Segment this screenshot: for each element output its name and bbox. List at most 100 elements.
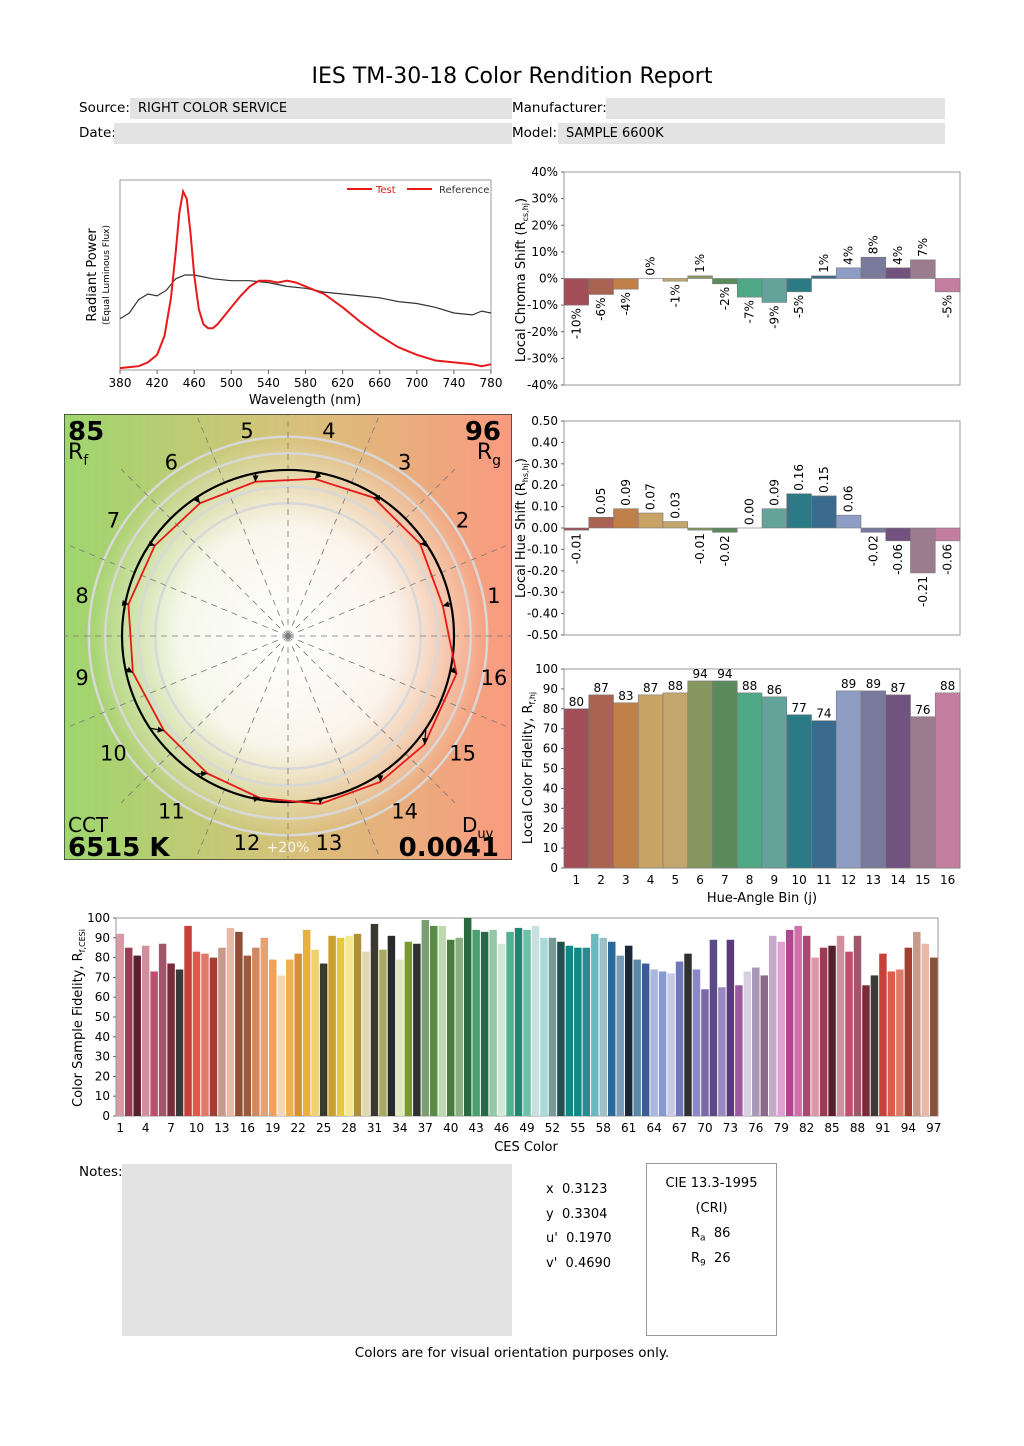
ces-bar: [870, 975, 879, 1116]
ces-ytick: 60: [95, 990, 110, 1004]
ces-xtick: 85: [824, 1121, 839, 1135]
bar-label: 86: [767, 683, 782, 697]
cri-subtitle: (CRI): [695, 1201, 728, 1216]
ces-bar: [252, 947, 260, 1116]
ytick: 100: [535, 662, 558, 676]
bar: [811, 495, 837, 529]
bar-label: 80: [569, 695, 584, 709]
bar-label: 4%: [842, 246, 856, 265]
ces-bar: [735, 985, 743, 1116]
bar-label: 1%: [693, 254, 707, 273]
manufacturer-label: Manufacturer:: [512, 100, 607, 116]
chroma-x-value: 0.3123: [561, 1182, 608, 1197]
ces-bar: [794, 925, 802, 1116]
bar-label: -0.01: [569, 533, 583, 564]
ces-bar: [887, 971, 896, 1116]
ces-bar: [616, 955, 624, 1116]
notes-field: [122, 1164, 512, 1336]
rf-label: Rf: [68, 440, 89, 469]
vg-arrow: [125, 666, 133, 673]
vg-arrow: [157, 726, 164, 733]
xtick: 1: [573, 873, 581, 887]
spd-legend: Test Reference: [347, 185, 489, 196]
legend-test: Test: [375, 185, 396, 196]
vg-arrow: [317, 797, 324, 804]
ytick: -10%: [527, 298, 558, 312]
ces-xtick: 91: [875, 1121, 890, 1135]
xtick: 8: [746, 873, 754, 887]
scale-label: +20%: [267, 840, 310, 856]
spd-test-line: [119, 188, 492, 370]
vg-arrow: [252, 796, 260, 803]
date-field: [114, 123, 512, 144]
ces-xlabel: CES Color: [494, 1140, 558, 1155]
ces-xtick: 88: [850, 1121, 865, 1135]
ytick: 40%: [531, 165, 558, 179]
ces-xtick: 67: [672, 1121, 687, 1135]
ces-bar: [353, 933, 362, 1116]
ytick: 10: [543, 841, 558, 855]
bar: [563, 527, 590, 531]
rg-label: Rg: [477, 440, 501, 469]
cri-ra-value: 86: [713, 1226, 731, 1241]
ces-bar: [862, 985, 870, 1116]
rf-value: 85: [68, 417, 104, 447]
ces-xtick: 19: [265, 1121, 280, 1135]
bar: [736, 692, 763, 869]
source-field: RIGHT COLOR SERVICE: [130, 98, 512, 119]
footnote: Colors are for visual orientation purpos…: [354, 1345, 670, 1361]
bar: [637, 694, 664, 869]
ces-bar: [726, 939, 735, 1116]
notes-label: Notes:: [79, 1164, 123, 1180]
ces-bar: [463, 918, 472, 1116]
spd-xlabel: Wavelength (nm): [249, 393, 361, 408]
ces-bar: [811, 957, 819, 1116]
vg-arrow: [377, 775, 384, 782]
bar-label: -10%: [569, 308, 583, 339]
vg-test-polygon: [127, 477, 458, 805]
bar: [910, 527, 936, 574]
ces-bar: [167, 963, 175, 1116]
hue-shift-chart: 0.500.400.300.200.100.00-0.10-0.20-0.30-…: [514, 414, 961, 642]
bar-label: 0.09: [767, 479, 781, 506]
bar-label: -2%: [718, 287, 732, 310]
ytick: 20: [543, 821, 558, 835]
vg-arrow: [200, 770, 208, 777]
xtick: 11: [816, 873, 831, 887]
vg-bin-label: 13: [316, 831, 343, 855]
ces-xtick: 61: [621, 1121, 636, 1135]
bar-label: 88: [668, 679, 683, 693]
bar-label: 74: [816, 707, 831, 721]
spd-xtick: 380: [109, 376, 132, 390]
ytick: 0.10: [531, 500, 558, 514]
ces-bar: [624, 945, 633, 1116]
ces-bar: [921, 943, 930, 1116]
ces-bar: [277, 975, 285, 1116]
vg-arrows: [121, 472, 457, 804]
ces-bar: [930, 957, 938, 1116]
bar-label: 87: [890, 681, 905, 695]
chroma-v: v' 0.4690: [546, 1256, 612, 1271]
ces-bar: [523, 929, 531, 1116]
ces-bar: [319, 963, 328, 1116]
bar-label: -4%: [619, 292, 633, 315]
ces-xtick: 76: [748, 1121, 763, 1135]
cri-r9-value: 26: [714, 1251, 731, 1266]
ytick: 0.00: [531, 521, 558, 535]
ces-xtick: 37: [418, 1121, 433, 1135]
ytick: 70: [543, 722, 558, 736]
ces-bar: [641, 963, 650, 1116]
spd-xtick: 620: [331, 376, 354, 390]
ytick: -0.50: [527, 628, 558, 642]
ces-bar: [430, 925, 438, 1116]
vg-arrow: [147, 540, 155, 547]
ces-bar: [472, 929, 480, 1116]
bar: [687, 527, 713, 531]
ces-bar: [455, 937, 463, 1116]
ces-xtick: 1: [116, 1121, 124, 1135]
ces-ytick: 80: [95, 951, 110, 965]
xtick: 14: [890, 873, 905, 887]
bar-label: -0.06: [941, 544, 955, 575]
ces-bar: [540, 937, 548, 1116]
